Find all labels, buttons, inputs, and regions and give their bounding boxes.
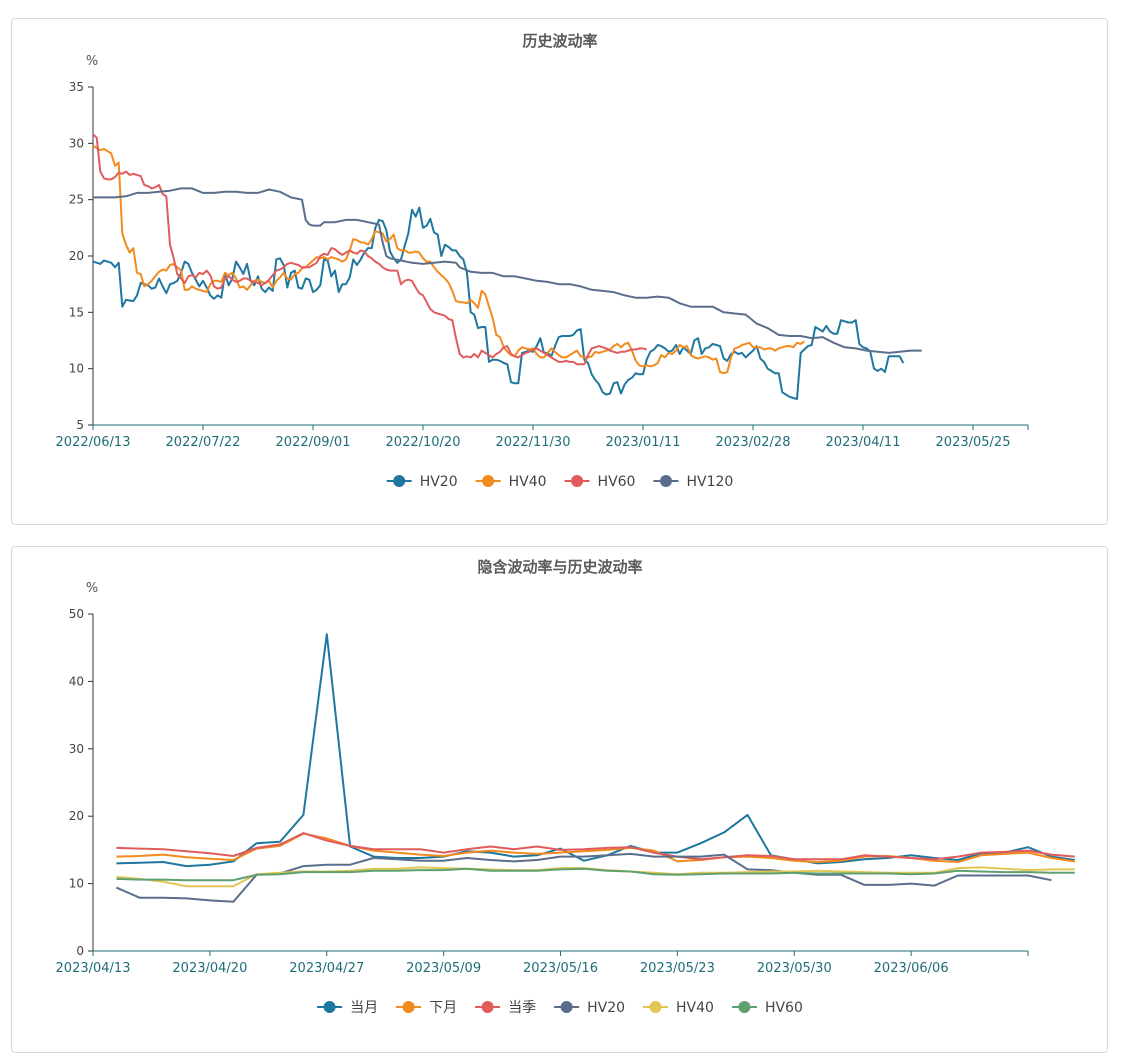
legend-label: HV40 (509, 474, 547, 490)
y-tick-label: 50 (69, 607, 84, 621)
series-line-hv120 (93, 187, 922, 354)
x-tick-label: 2023/04/27 (289, 961, 364, 976)
legend-marker (402, 1001, 415, 1013)
x-tick-label: 2023/04/11 (826, 435, 901, 450)
legend-marker (323, 1001, 336, 1013)
legend-item[interactable]: 当月 (317, 1000, 378, 1016)
x-tick-label: 2023/05/23 (640, 961, 715, 976)
chart-title: 隐含波动率与历史波动率 (477, 558, 642, 576)
x-axis: 2023/04/13 2023/04/20 2023/04/27 2023/05/09… (56, 950, 1029, 976)
series-line-当季 (116, 832, 1075, 861)
x-tick-label: 2023/06/06 (874, 961, 949, 976)
legend-marker (649, 1001, 662, 1013)
y-tick-label: 20 (69, 809, 84, 823)
legend-marker (481, 1001, 494, 1013)
legend-label: HV40 (676, 1000, 714, 1016)
legend-marker (571, 475, 584, 487)
legend-item[interactable]: HV20 (386, 474, 458, 490)
y-tick-label: 10 (69, 362, 84, 376)
x-tick-label: 2022/11/30 (496, 435, 571, 450)
legend-label: 下月 (429, 1000, 457, 1016)
hv-chart-panel: 历史波动率 % 5 10 15 20 25 30 35 2022/06/13 2022/07/… (11, 18, 1108, 525)
legend-marker (738, 1001, 751, 1013)
legend-item[interactable]: 下月 (396, 1000, 457, 1016)
y-tick-label: 40 (69, 674, 84, 688)
y-tick-label: 30 (69, 742, 84, 756)
legend-label: HV60 (598, 474, 636, 490)
x-tick-label: 2023/05/25 (936, 435, 1011, 450)
x-tick-label: 2023/05/30 (757, 961, 832, 976)
y-tick-label: 15 (69, 305, 84, 319)
x-tick-label: 2023/04/13 (56, 961, 131, 976)
legend-marker (393, 475, 406, 487)
x-tick-label: 2023/05/16 (523, 961, 598, 976)
chart-title: 历史波动率 (522, 32, 597, 50)
legend-marker (482, 475, 495, 487)
legend-label: HV20 (587, 1000, 625, 1016)
hv-chart: 历史波动率 % 5 10 15 20 25 30 35 2022/06/13 2022/07/… (56, 32, 1029, 490)
legend-marker (659, 475, 672, 487)
x-tick-label: 2023/01/11 (606, 435, 681, 450)
legend-item[interactable]: 当季 (475, 1000, 536, 1016)
legend[interactable]: 当月 下月 当季 HV20 HV40 HV60 (317, 1000, 803, 1016)
series-line-hv60 (116, 867, 1075, 882)
legend-label: HV20 (420, 474, 458, 490)
series-line-hv40 (92, 144, 805, 375)
y-tick-label: 10 (69, 877, 84, 891)
legend-item[interactable]: HV120 (653, 474, 733, 490)
legend-label: 当月 (350, 1000, 378, 1016)
y-tick-label: 30 (69, 136, 84, 150)
y-tick-label: 5 (76, 418, 84, 432)
y-tick-label: 35 (69, 80, 84, 94)
iv-hv-chart-panel: 隐含波动率与历史波动率 % 0 10 20 30 40 50 2023/04/13 2023… (11, 546, 1108, 1053)
y-tick-label: 20 (69, 249, 84, 263)
legend[interactable]: HV20 HV40 HV60 HV120 (386, 474, 734, 490)
series-lines (92, 133, 922, 401)
x-tick-label: 2022/09/01 (276, 435, 351, 450)
series-lines (116, 633, 1075, 903)
legend-item[interactable]: HV40 (475, 474, 547, 490)
y-axis: 5 10 15 20 25 30 35 (69, 80, 94, 432)
y-tick-label: 25 (69, 193, 84, 207)
legend-item[interactable]: HV20 (554, 1000, 625, 1016)
x-tick-label: 2022/06/13 (56, 435, 131, 450)
series-line-hv20 (92, 206, 905, 401)
series-line-当月 (116, 633, 1075, 868)
legend-label: HV60 (765, 1000, 803, 1016)
legend-item[interactable]: HV40 (643, 1000, 714, 1016)
y-axis-unit: % (86, 581, 98, 596)
series-line-hv60 (92, 133, 647, 366)
y-axis: 0 10 20 30 40 50 (69, 607, 94, 958)
x-tick-label: 2022/10/20 (386, 435, 461, 450)
x-tick-label: 2023/05/09 (406, 961, 481, 976)
x-tick-label: 2023/04/20 (172, 961, 247, 976)
legend-label: 当季 (508, 1000, 536, 1016)
x-axis: 2022/06/13 2022/07/22 2022/09/01 2022/10/20… (56, 424, 1029, 450)
x-tick-label: 2022/07/22 (166, 435, 241, 450)
legend-item[interactable]: HV60 (564, 474, 636, 490)
legend-marker (560, 1001, 573, 1013)
x-tick-label: 2023/02/28 (716, 435, 791, 450)
legend-item[interactable]: HV60 (731, 1000, 803, 1016)
legend-label: HV120 (686, 474, 733, 490)
y-axis-unit: % (86, 54, 98, 69)
y-tick-label: 0 (76, 944, 84, 958)
